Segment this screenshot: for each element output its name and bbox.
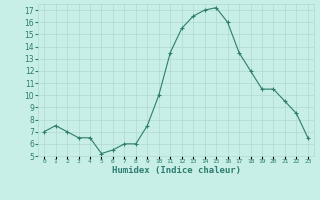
X-axis label: Humidex (Indice chaleur): Humidex (Indice chaleur) [111,166,241,175]
